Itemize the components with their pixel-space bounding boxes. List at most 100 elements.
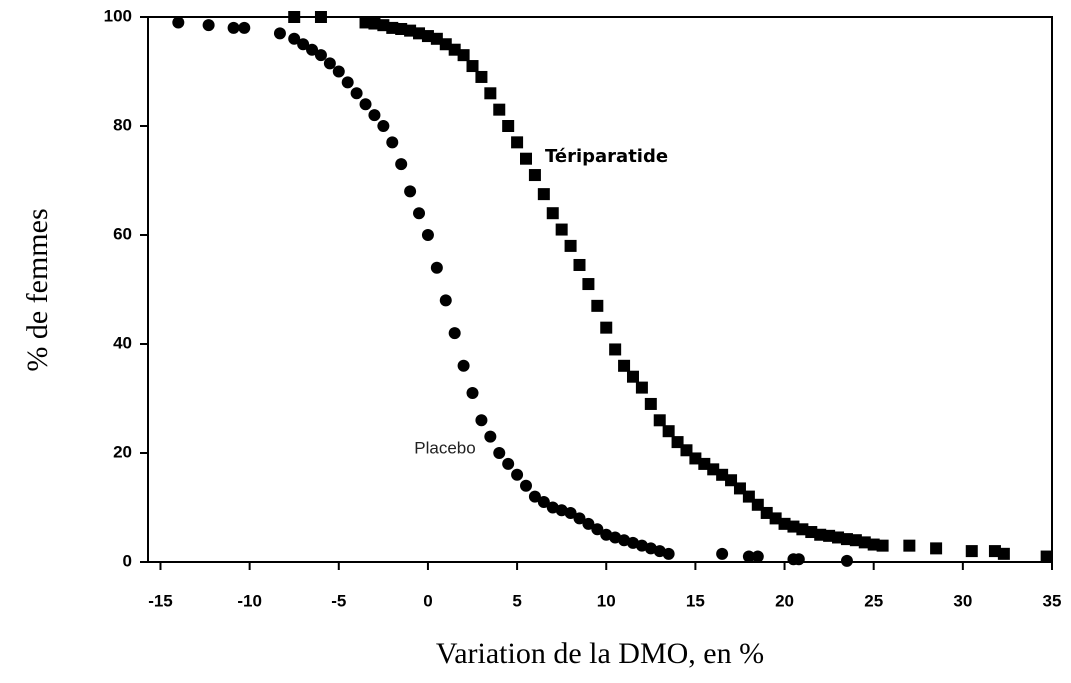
data-point [227,21,240,34]
data-point [662,547,675,560]
data-point [840,554,853,567]
y-tick-label: 20 [113,442,132,461]
y-tick-label: 80 [113,115,132,134]
data-point [386,136,399,149]
x-tick-label: 5 [512,591,521,610]
data-point [537,496,550,509]
data-point [591,299,604,312]
y-axis-title: % de femmes [21,208,54,371]
data-point [395,22,408,35]
data-point [202,19,215,32]
plot-frame [147,16,1053,563]
data-point [555,223,568,236]
data-point [430,261,443,274]
data-point [930,542,943,555]
data-point [876,539,889,552]
data-point [528,490,541,503]
x-tick-label: -15 [148,591,173,610]
data-point [742,550,755,563]
data-point [997,547,1010,560]
x-tick-label: 0 [423,591,432,610]
x-tick-label: -10 [237,591,262,610]
data-point [582,278,595,291]
y-tick-label: 40 [113,333,132,352]
x-tick-label: 20 [775,591,794,610]
data-point [528,169,541,182]
data-point [792,553,805,566]
data-point [564,239,577,252]
x-tick-label: 30 [953,591,972,610]
data-point [172,16,185,29]
data-point [359,98,372,111]
data-point [314,49,327,62]
series-label: Tériparatide [545,146,668,167]
data-point [716,547,729,560]
series-label: Placebo [414,438,475,457]
data-point [341,76,354,89]
data-point [600,321,613,334]
data-point [288,32,301,45]
x-axis-title: Variation de la DMO, en % [436,637,764,670]
y-tick-label: 60 [113,224,132,243]
data-point [448,327,461,340]
data-point [493,103,506,116]
x-tick-label: 15 [686,591,705,610]
data-point [609,343,622,356]
data-point [502,120,515,132]
data-point [537,188,550,201]
data-point [511,468,524,481]
data-point [520,479,533,492]
data-point [457,49,470,62]
data-point [395,158,408,171]
data-point [502,457,515,470]
data-point [377,120,390,132]
x-tick-label: -5 [331,591,346,610]
data-point [466,387,479,400]
data-point [635,381,648,394]
data-point [644,397,657,410]
data-point [965,545,978,558]
data-point [493,447,506,459]
data-point [484,87,497,100]
data-point [520,152,533,165]
data-point [273,27,286,40]
data-point [573,512,586,525]
data-point [618,359,631,372]
data-point [238,21,251,34]
data-point [421,229,434,241]
data-point [332,65,345,78]
data-point [306,43,319,56]
y-tick-label: 100 [104,6,132,25]
data-point [903,539,916,552]
data-point [466,60,479,73]
y-tick-label: 0 [123,551,132,570]
data-point [413,27,426,40]
data-point [511,136,524,149]
data-point [546,207,559,220]
data-point [314,11,327,23]
data-point [457,359,470,372]
data-point [591,523,604,536]
data-point [751,550,764,563]
data-point [368,109,381,122]
data-point [1040,550,1053,563]
data-point [564,506,577,519]
data-point [475,414,488,427]
data-point [413,207,426,220]
data-point [653,414,666,427]
x-tick-label: 10 [597,591,616,610]
data-point [323,57,336,70]
data-point [626,370,639,383]
x-tick-label: 35 [1043,591,1062,610]
data-point [288,11,301,23]
data-point [439,294,452,307]
data-point [573,258,586,271]
x-tick-label: 25 [864,591,883,610]
data-point [350,87,363,100]
data-point [475,70,488,83]
data-point [484,430,497,443]
data-point [297,38,310,51]
data-point [404,185,417,198]
data-point [662,425,675,438]
